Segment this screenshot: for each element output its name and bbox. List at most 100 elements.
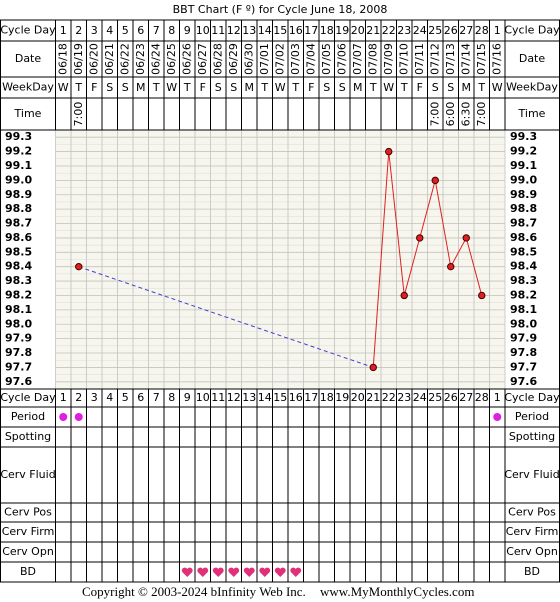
cycle-day: 23 [397, 24, 411, 37]
cycle-day: 25 [428, 391, 442, 404]
weekday: F [417, 81, 423, 94]
date: 07/15 [475, 43, 488, 75]
row-label: Cerv Fluid [0, 468, 55, 481]
time: 7:00 [72, 102, 85, 127]
period-marker [493, 413, 502, 421]
date: 07/07 [351, 43, 364, 75]
y-tick-label: 99.0 [5, 173, 32, 186]
date: 06/20 [87, 43, 100, 75]
period-marker [59, 413, 68, 421]
cycle-day: 18 [320, 391, 334, 404]
date: 07/03 [289, 43, 302, 75]
weekday: T [477, 81, 485, 94]
date: 07/06 [335, 43, 348, 75]
bd-heart [197, 567, 209, 577]
weekday: T [152, 81, 160, 94]
weekday: T [291, 81, 299, 94]
y-tick-label: 97.7 [5, 360, 32, 373]
weekday: T [369, 81, 377, 94]
temp-point [462, 234, 470, 242]
temp-point [478, 291, 486, 300]
cycle-day: 15 [273, 391, 287, 404]
y-tick-label: 98.6 [510, 231, 537, 244]
y-tick-label: 98.7 [510, 217, 537, 230]
cycle-day: 1 [60, 24, 67, 37]
cycle-day: 19 [335, 24, 349, 37]
cycle-day: 10 [196, 24, 210, 37]
cycle-day: 20 [351, 24, 365, 37]
y-tick-label: 99.2 [5, 145, 32, 158]
date: 06/29 [227, 43, 240, 75]
time: 6:00 [444, 102, 457, 127]
row-label: WeekDay [2, 81, 54, 94]
weekday: W [383, 81, 394, 94]
row-label: Cycle Day [0, 391, 56, 404]
y-tick-label: 98.3 [5, 274, 32, 287]
time: 7:00 [475, 102, 488, 127]
date: 07/14 [459, 43, 472, 75]
row-label: Cerv Firm [506, 525, 559, 538]
temp-point [75, 262, 83, 271]
date: 06/28 [211, 43, 224, 75]
date: 07/13 [444, 43, 457, 75]
cycle-day: 21 [366, 24, 380, 37]
cycle-day: 9 [184, 24, 191, 37]
y-tick-label: 98.4 [510, 260, 537, 273]
cycle-day: 1 [494, 391, 501, 404]
cycle-day: 28 [475, 24, 489, 37]
cycle-day: 16 [289, 24, 303, 37]
cycle-day: 8 [168, 24, 175, 37]
y-tick-label: 97.6 [5, 375, 32, 388]
y-tick-label: 98.2 [5, 288, 32, 301]
y-tick-label: 98.8 [510, 202, 537, 215]
cycle-day: 8 [168, 391, 175, 404]
row-label: BD [524, 565, 540, 578]
y-tick-label: 98.5 [5, 245, 32, 258]
bd-heart [212, 567, 224, 577]
cycle-day: 17 [304, 24, 318, 37]
date: 07/05 [320, 43, 333, 75]
temp-point [385, 147, 393, 156]
weekday: W [166, 81, 177, 94]
row-label: Date [15, 52, 42, 65]
cycle-day: 26 [444, 24, 458, 37]
cycle-day: 17 [304, 391, 318, 404]
cycle-day: 25 [428, 24, 442, 37]
cycle-day: 24 [413, 24, 427, 37]
y-tick-label: 97.6 [510, 375, 537, 388]
row-label: Time [14, 107, 42, 120]
row-label: Cycle Day [504, 24, 560, 37]
chart-title: BBT Chart (F º) for Cycle June 18, 2008 [173, 3, 388, 16]
bd-heart [243, 567, 255, 577]
cycle-day: 12 [227, 391, 241, 404]
temp-point [400, 291, 408, 300]
date: 07/10 [397, 43, 410, 75]
date: 07/08 [366, 43, 379, 75]
y-tick-label: 99.0 [510, 173, 537, 186]
y-tick-label: 98.1 [5, 303, 32, 316]
y-tick-label: 98.0 [5, 317, 32, 330]
cycle-day: 5 [122, 391, 129, 404]
y-tick-label: 97.9 [5, 332, 32, 345]
date: 07/01 [258, 43, 271, 75]
cycle-day: 6 [137, 391, 144, 404]
cycle-day: 27 [459, 391, 473, 404]
row-label: Cycle Day [504, 391, 560, 404]
date: 06/18 [56, 43, 69, 75]
weekday: T [260, 81, 268, 94]
weekday: S [215, 81, 222, 94]
bd-heart [181, 567, 193, 577]
cycle-day: 22 [382, 24, 396, 37]
weekday: M [136, 81, 146, 94]
weekday: S [230, 81, 237, 94]
y-tick-label: 99.1 [510, 159, 537, 172]
y-tick-label: 98.4 [5, 260, 32, 273]
cycle-day: 18 [320, 24, 334, 37]
weekday: T [400, 81, 408, 94]
time: 6:30 [459, 102, 472, 127]
cycle-day: 24 [413, 391, 427, 404]
y-tick-label: 98.6 [5, 231, 32, 244]
row-label: Cycle Day [0, 24, 56, 37]
weekday: S [447, 81, 454, 94]
weekday: S [339, 81, 346, 94]
